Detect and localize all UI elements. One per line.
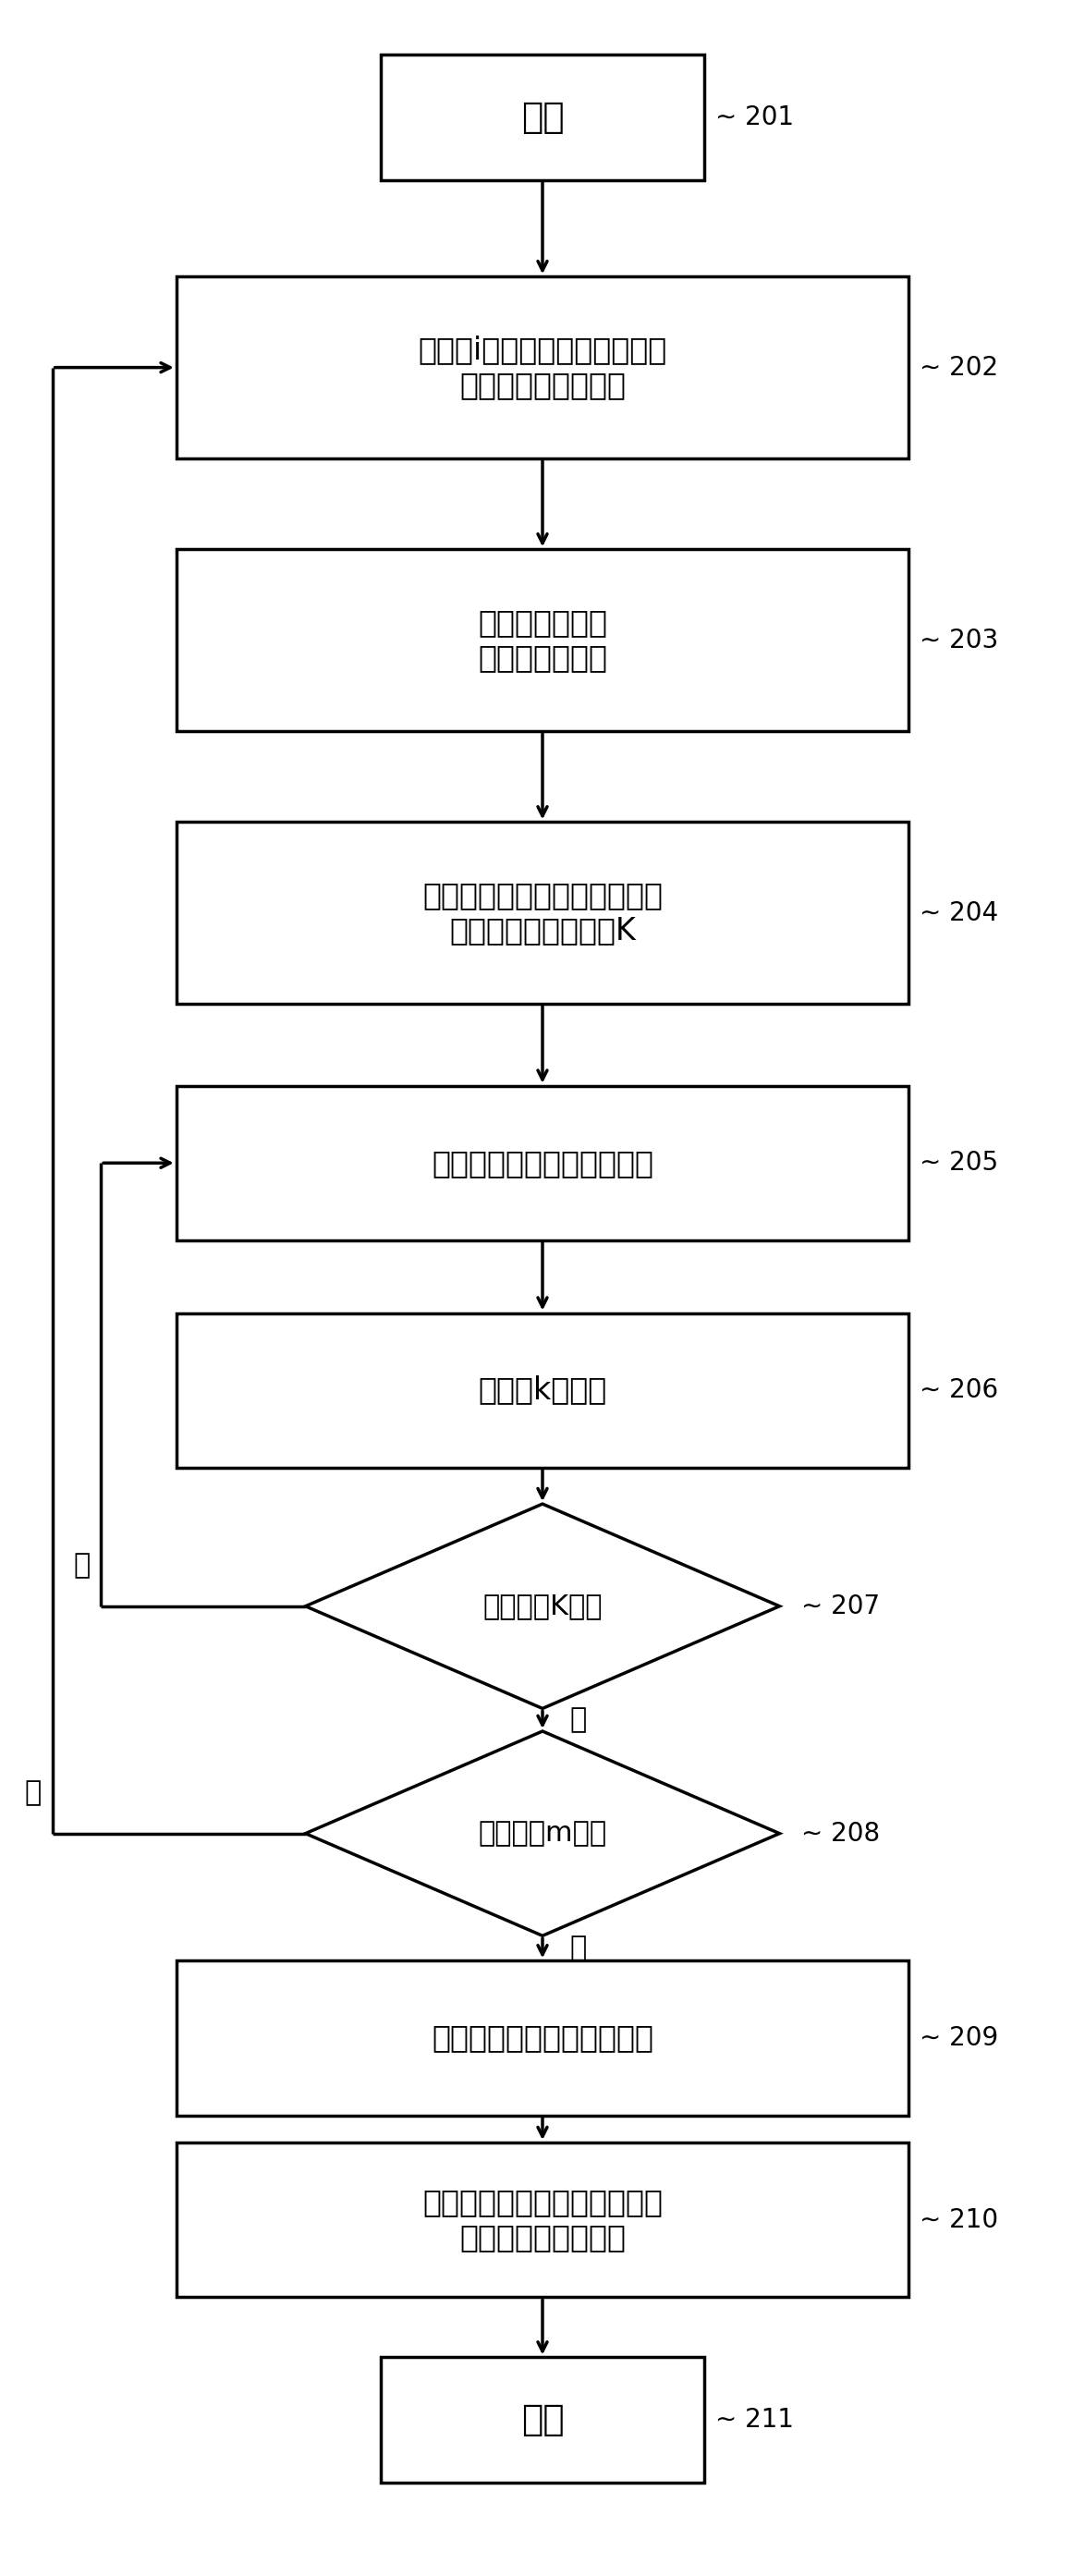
Text: 开始: 开始	[521, 100, 564, 134]
FancyBboxPatch shape	[176, 2143, 909, 2298]
Text: ∼ 207: ∼ 207	[801, 1595, 880, 1620]
Text: ∼ 209: ∼ 209	[920, 2025, 998, 2050]
FancyBboxPatch shape	[381, 54, 704, 180]
Text: 将数据依次送入蝶形运算器: 将数据依次送入蝶形运算器	[432, 1149, 653, 1177]
Text: 初始化向量存储器的行指针: 初始化向量存储器的行指针	[432, 2022, 653, 2053]
Text: 否: 否	[73, 1553, 90, 1579]
Text: ∼ 208: ∼ 208	[801, 1821, 880, 1847]
FancyBboxPatch shape	[176, 1314, 909, 1468]
Text: 初始化蝶形运算器的数据重排
规则和被调用的次数K: 初始化蝶形运算器的数据重排 规则和被调用的次数K	[422, 881, 663, 945]
Text: 根据第i级蝶形运算规则初始化
向量存储器的行指针: 根据第i级蝶形运算规则初始化 向量存储器的行指针	[418, 335, 667, 399]
Text: 利用向量存储器
完成数据的倒换: 利用向量存储器 完成数据的倒换	[477, 608, 608, 672]
Text: 结束: 结束	[521, 2403, 564, 2437]
Text: ∼ 203: ∼ 203	[920, 629, 998, 654]
FancyBboxPatch shape	[176, 549, 909, 732]
Text: 已计算完m级？: 已计算完m级？	[478, 1821, 607, 1847]
FancyBboxPatch shape	[176, 1960, 909, 2115]
Text: 已被调用K次？: 已被调用K次？	[483, 1592, 602, 1620]
Text: 否: 否	[25, 1780, 41, 1806]
Text: ∼ 204: ∼ 204	[920, 899, 998, 925]
FancyBboxPatch shape	[176, 276, 909, 459]
Text: 是: 是	[570, 1705, 586, 1734]
Polygon shape	[306, 1504, 779, 1708]
Text: ∼ 205: ∼ 205	[920, 1149, 998, 1175]
Text: ∼ 201: ∼ 201	[715, 106, 793, 131]
FancyBboxPatch shape	[176, 822, 909, 1005]
Text: ∼ 202: ∼ 202	[920, 355, 998, 381]
Text: ∼ 206: ∼ 206	[920, 1378, 998, 1404]
Text: 是: 是	[570, 1935, 586, 1963]
Text: 利用向量存储器对输出数据进
行倒换使其顺序输出: 利用向量存储器对输出数据进 行倒换使其顺序输出	[422, 2187, 663, 2254]
Polygon shape	[306, 1731, 779, 1935]
FancyBboxPatch shape	[176, 1084, 909, 1239]
FancyBboxPatch shape	[381, 2357, 704, 2483]
Text: ∼ 210: ∼ 210	[920, 2208, 998, 2233]
Text: ∼ 211: ∼ 211	[715, 2406, 793, 2432]
Text: 计算第k个蝶形: 计算第k个蝶形	[478, 1376, 607, 1406]
